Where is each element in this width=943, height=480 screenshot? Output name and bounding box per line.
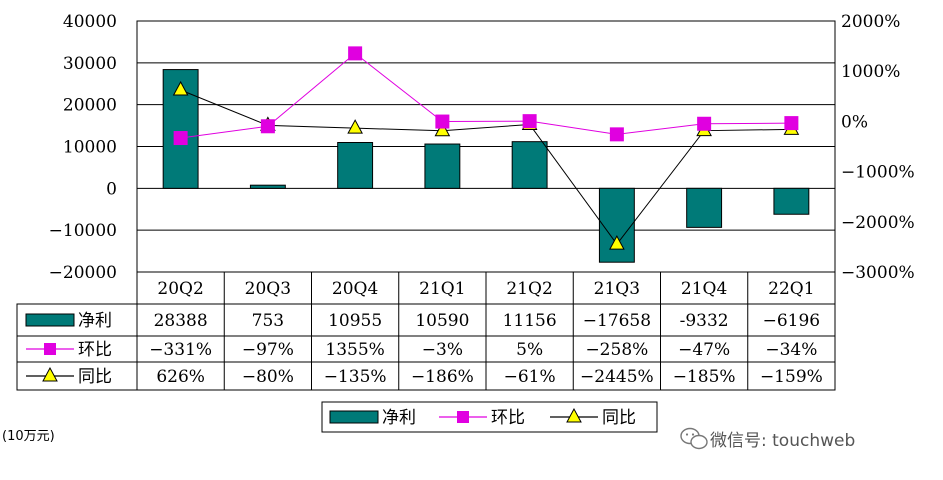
table-cell: −2445% xyxy=(580,367,654,387)
table-cell: −258% xyxy=(585,340,648,360)
category-label: 22Q1 xyxy=(768,279,814,299)
category-label: 21Q2 xyxy=(506,279,552,299)
right-tick-label: −3000% xyxy=(841,263,915,283)
point-同比-21Q1 xyxy=(434,121,451,137)
right-tick-label: −2000% xyxy=(841,213,915,233)
right-tick-label: −1000% xyxy=(841,163,915,183)
legend-key-triangle xyxy=(42,366,58,382)
table-cell: 28388 xyxy=(154,311,208,331)
table-cell: −6196 xyxy=(763,311,821,331)
point-环比-20Q2 xyxy=(173,131,188,146)
table-cell: −17658 xyxy=(583,311,651,331)
left-tick-label: 40000 xyxy=(63,12,117,32)
bar-22Q1 xyxy=(773,187,810,215)
row-series-name: 净利 xyxy=(78,311,112,331)
table-cell: −47% xyxy=(678,340,730,360)
bar-21Q2 xyxy=(511,141,548,189)
legend-key-bar xyxy=(25,313,75,327)
left-tick-label: 20000 xyxy=(63,96,117,116)
legend-key-bar xyxy=(329,410,379,424)
watermark: 微信号: touchweb xyxy=(680,427,855,451)
legend-item-净利: 净利 xyxy=(329,408,416,428)
point-环比-21Q4 xyxy=(697,116,712,131)
point-环比-22Q1 xyxy=(784,116,799,131)
category-label: 21Q4 xyxy=(681,279,727,299)
table-cell: −135% xyxy=(324,367,387,387)
line-环比 xyxy=(180,52,792,139)
unit-note: (10万元) xyxy=(2,429,55,444)
bar-21Q1 xyxy=(424,143,461,189)
bar-21Q3 xyxy=(598,187,635,263)
bar-20Q3 xyxy=(249,184,286,189)
point-环比-21Q3 xyxy=(609,127,624,142)
left-tick-label: 30000 xyxy=(63,54,117,74)
data-table: 20Q2 20Q3 20Q4 21Q1 21Q2 21Q3 21Q4 22Q1 净利 28388 7… xyxy=(16,272,836,391)
category-label: 20Q3 xyxy=(245,279,291,299)
table-cell: −80% xyxy=(242,367,294,387)
bar-20Q4 xyxy=(337,142,374,189)
legend-label: 环比 xyxy=(491,408,525,428)
left-tick-label: −20000 xyxy=(49,263,117,283)
left-tick-label: −10000 xyxy=(49,221,117,241)
table-cell: −186% xyxy=(411,367,474,387)
table-cell: −97% xyxy=(242,340,294,360)
table-cell: −3% xyxy=(422,340,463,360)
wechat-icon xyxy=(680,427,708,450)
table-cell: −34% xyxy=(765,340,817,360)
table-cell: 626% xyxy=(156,367,205,387)
right-tick-label: 1000% xyxy=(841,62,900,82)
category-label: 20Q4 xyxy=(332,279,378,299)
table-cell: 10590 xyxy=(415,311,469,331)
legend-key-square xyxy=(44,343,56,355)
point-环比-21Q1 xyxy=(435,114,450,129)
left-tick-label: 10000 xyxy=(63,138,117,158)
bar-21Q4 xyxy=(686,187,723,228)
legend-label: 净利 xyxy=(382,408,416,428)
point-同比-20Q2 xyxy=(172,80,189,96)
legend: 净利 环比 同比 xyxy=(321,401,658,433)
line-同比 xyxy=(180,89,792,245)
row-series-name: 环比 xyxy=(78,340,112,360)
point-同比-20Q4 xyxy=(347,119,363,134)
table-cell: -9332 xyxy=(680,311,729,331)
point-环比-20Q4 xyxy=(348,46,363,61)
legend-item-环比: 环比 xyxy=(439,408,525,428)
row-series-name: 同比 xyxy=(78,367,112,387)
legend-key-triangle xyxy=(566,407,582,423)
category-label: 20Q2 xyxy=(157,279,203,299)
category-label: 21Q1 xyxy=(419,279,465,299)
point-环比-20Q3 xyxy=(260,119,275,134)
plot-area: 40000 30000 20000 10000 0 −10000 −20000 2000% 10… xyxy=(49,12,915,283)
legend-key-square xyxy=(457,411,469,423)
table-cell: 753 xyxy=(252,311,284,331)
watermark-text: 微信号: touchweb xyxy=(710,431,855,451)
table-cell: −159% xyxy=(760,367,823,387)
table-cell: −331% xyxy=(149,340,212,360)
table-cell: 10955 xyxy=(328,311,382,331)
table-cell: 5% xyxy=(516,340,543,360)
legend-label: 同比 xyxy=(602,408,636,428)
point-环比-21Q2 xyxy=(522,114,537,129)
legend-item-同比: 同比 xyxy=(550,407,636,428)
table-cell: −185% xyxy=(673,367,736,387)
table-cell: 11156 xyxy=(503,311,557,331)
right-tick-label: 0% xyxy=(841,112,868,132)
table-cell: −61% xyxy=(504,367,556,387)
left-tick-label: 0 xyxy=(106,179,117,199)
table-cell: 1355% xyxy=(325,340,384,360)
point-同比-21Q3 xyxy=(609,235,625,250)
category-label: 21Q3 xyxy=(594,279,640,299)
right-tick-label: 2000% xyxy=(841,12,900,32)
